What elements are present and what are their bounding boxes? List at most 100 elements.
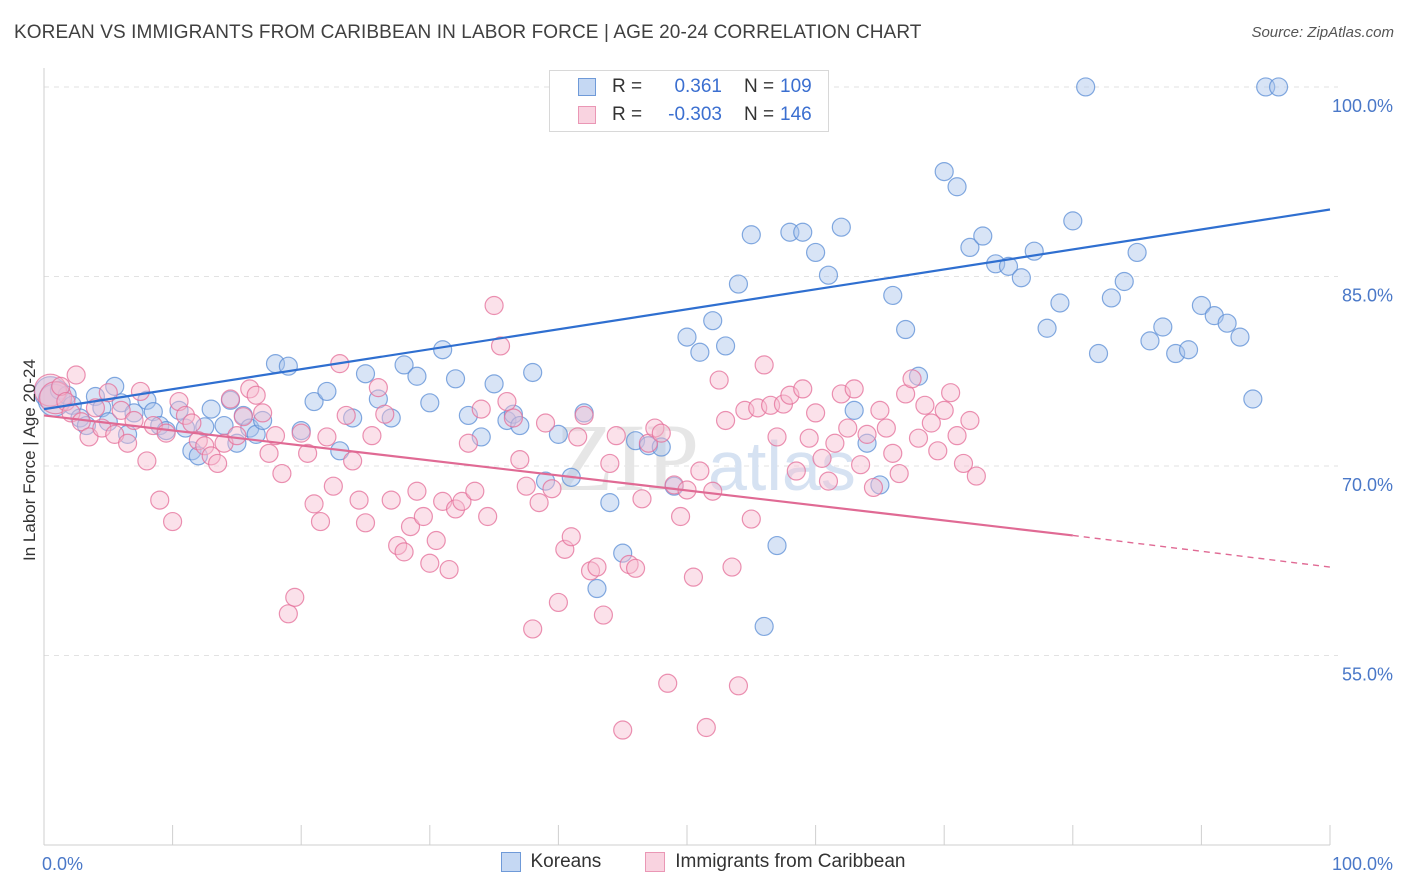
caribbean-point-122 bbox=[818, 471, 839, 491]
legend-r-label: R = bbox=[612, 104, 643, 125]
caribbean-point-73 bbox=[503, 408, 523, 428]
caribbean-point-124 bbox=[831, 384, 851, 404]
watermark-atlas: atlas bbox=[708, 427, 856, 505]
caribbean-point-119 bbox=[799, 428, 819, 448]
caribbean-point-108 bbox=[728, 676, 749, 696]
caribbean-point-56 bbox=[394, 542, 414, 562]
legend-r-label: R = bbox=[612, 76, 643, 97]
legend-item-koreans: Koreans bbox=[500, 851, 601, 873]
x-tick-label-0: 0.0% bbox=[42, 854, 83, 874]
caribbean-point-63 bbox=[439, 559, 459, 580]
legend-item-caribbean: Immigrants from Caribbean bbox=[645, 851, 905, 873]
caribbean-point-144 bbox=[960, 410, 980, 431]
y-axis-label: In Labor Force | Age 20-24 bbox=[20, 359, 39, 561]
korean-point-107 bbox=[1243, 389, 1263, 409]
caribbean-point-15 bbox=[130, 381, 151, 402]
korean-point-48 bbox=[484, 374, 504, 394]
caribbean-point-79 bbox=[542, 479, 562, 499]
korean-point-77 bbox=[844, 400, 864, 420]
korean-point-103 bbox=[1191, 295, 1212, 316]
caribbean-point-88 bbox=[600, 453, 620, 474]
caribbean-point-29 bbox=[220, 389, 241, 409]
y-tick-label-1: 70.0% bbox=[1342, 475, 1393, 495]
korean-point-84 bbox=[947, 177, 967, 197]
caribbean-point-59 bbox=[413, 506, 433, 527]
korean-point-44 bbox=[433, 340, 453, 360]
caribbean-point-43 bbox=[310, 511, 331, 532]
caribbean-point-103 bbox=[696, 717, 716, 738]
caribbean-point-125 bbox=[838, 418, 858, 438]
caribbean-trend-line bbox=[43, 414, 1073, 537]
caribbean-point-139 bbox=[928, 441, 948, 461]
caribbean-point-112 bbox=[754, 355, 774, 375]
caribbean-point-132 bbox=[883, 443, 903, 463]
caribbean-point-61 bbox=[426, 530, 446, 551]
caribbean-point-129 bbox=[863, 477, 884, 498]
y-tick-label-3: 100.0% bbox=[1332, 96, 1393, 116]
caribbean-point-65 bbox=[452, 491, 472, 511]
caribbean-point-106 bbox=[715, 410, 736, 431]
caribbean-point-90 bbox=[613, 720, 633, 740]
caribbean-point-48 bbox=[343, 451, 363, 471]
caribbean-point-66 bbox=[458, 433, 478, 453]
caribbean-point-142 bbox=[947, 426, 967, 446]
caribbean-point-39 bbox=[285, 587, 305, 607]
korean-point-101 bbox=[1166, 343, 1186, 364]
korean-point-67 bbox=[715, 336, 736, 356]
caribbean-point-64 bbox=[445, 499, 466, 519]
korean-point-57 bbox=[587, 578, 607, 599]
korean-point-30 bbox=[253, 410, 273, 431]
caribbean-point-10 bbox=[98, 383, 118, 403]
korean-point-97 bbox=[1114, 271, 1134, 292]
caribbean-point-30 bbox=[227, 426, 247, 446]
korean-point-81 bbox=[896, 319, 916, 340]
korean-point-65 bbox=[690, 342, 710, 362]
caribbean-point-40 bbox=[291, 423, 311, 443]
korean-point-66 bbox=[703, 311, 723, 331]
caribbean-point-27 bbox=[208, 453, 228, 474]
caribbean-point-123 bbox=[825, 433, 845, 453]
caribbean-point-84 bbox=[574, 405, 594, 426]
caribbean-point-18 bbox=[150, 490, 170, 510]
caribbean-point-42 bbox=[304, 494, 324, 514]
watermark-zip: ZIP bbox=[555, 404, 699, 511]
korean-point-96 bbox=[1101, 288, 1121, 308]
legend-n-value: 146 bbox=[780, 104, 812, 125]
korean-point-52 bbox=[523, 362, 543, 383]
caribbean-point-102 bbox=[690, 461, 710, 481]
korean-point-98 bbox=[1127, 242, 1147, 263]
legend-swatch-koreans bbox=[578, 78, 596, 96]
caribbean-point-121 bbox=[812, 448, 832, 468]
caribbean-point-95 bbox=[645, 418, 665, 438]
korean-point-43 bbox=[420, 393, 440, 413]
korean-point-74 bbox=[805, 242, 826, 263]
korean-point-89 bbox=[1011, 268, 1031, 288]
caribbean-point-97 bbox=[658, 673, 678, 693]
caribbean-point-12 bbox=[111, 400, 131, 420]
caribbean-point-130 bbox=[870, 400, 890, 420]
korean-point-41 bbox=[394, 355, 414, 375]
legend-label-caribbean: Immigrants from Caribbean bbox=[675, 851, 906, 872]
korean-point-64 bbox=[677, 327, 697, 347]
caribbean-point-118 bbox=[793, 379, 813, 399]
korean-point-94 bbox=[1076, 77, 1096, 97]
caribbean-point-136 bbox=[908, 428, 929, 448]
caribbean-point-51 bbox=[362, 426, 382, 446]
caribbean-point-25 bbox=[195, 436, 215, 456]
korean-point-73 bbox=[793, 222, 813, 242]
caribbean-point-141 bbox=[941, 383, 961, 403]
korean-point-105 bbox=[1217, 313, 1237, 333]
korean-trend-line bbox=[43, 208, 1331, 411]
caribbean-point-105 bbox=[709, 370, 729, 390]
caribbean-point-145 bbox=[966, 466, 986, 486]
caribbean-point-76 bbox=[523, 619, 543, 639]
caribbean-point-50 bbox=[355, 513, 376, 533]
korean-point-83 bbox=[934, 162, 954, 182]
caribbean-point-137 bbox=[915, 395, 935, 415]
caribbean-point-16 bbox=[137, 451, 157, 471]
caribbean-point-34 bbox=[253, 403, 273, 423]
legend-swatch-caribbean bbox=[645, 852, 666, 872]
legend-r-value: -0.303 bbox=[668, 104, 722, 125]
legend-row-caribbean: R = -0.303 N = 146 bbox=[550, 101, 812, 129]
